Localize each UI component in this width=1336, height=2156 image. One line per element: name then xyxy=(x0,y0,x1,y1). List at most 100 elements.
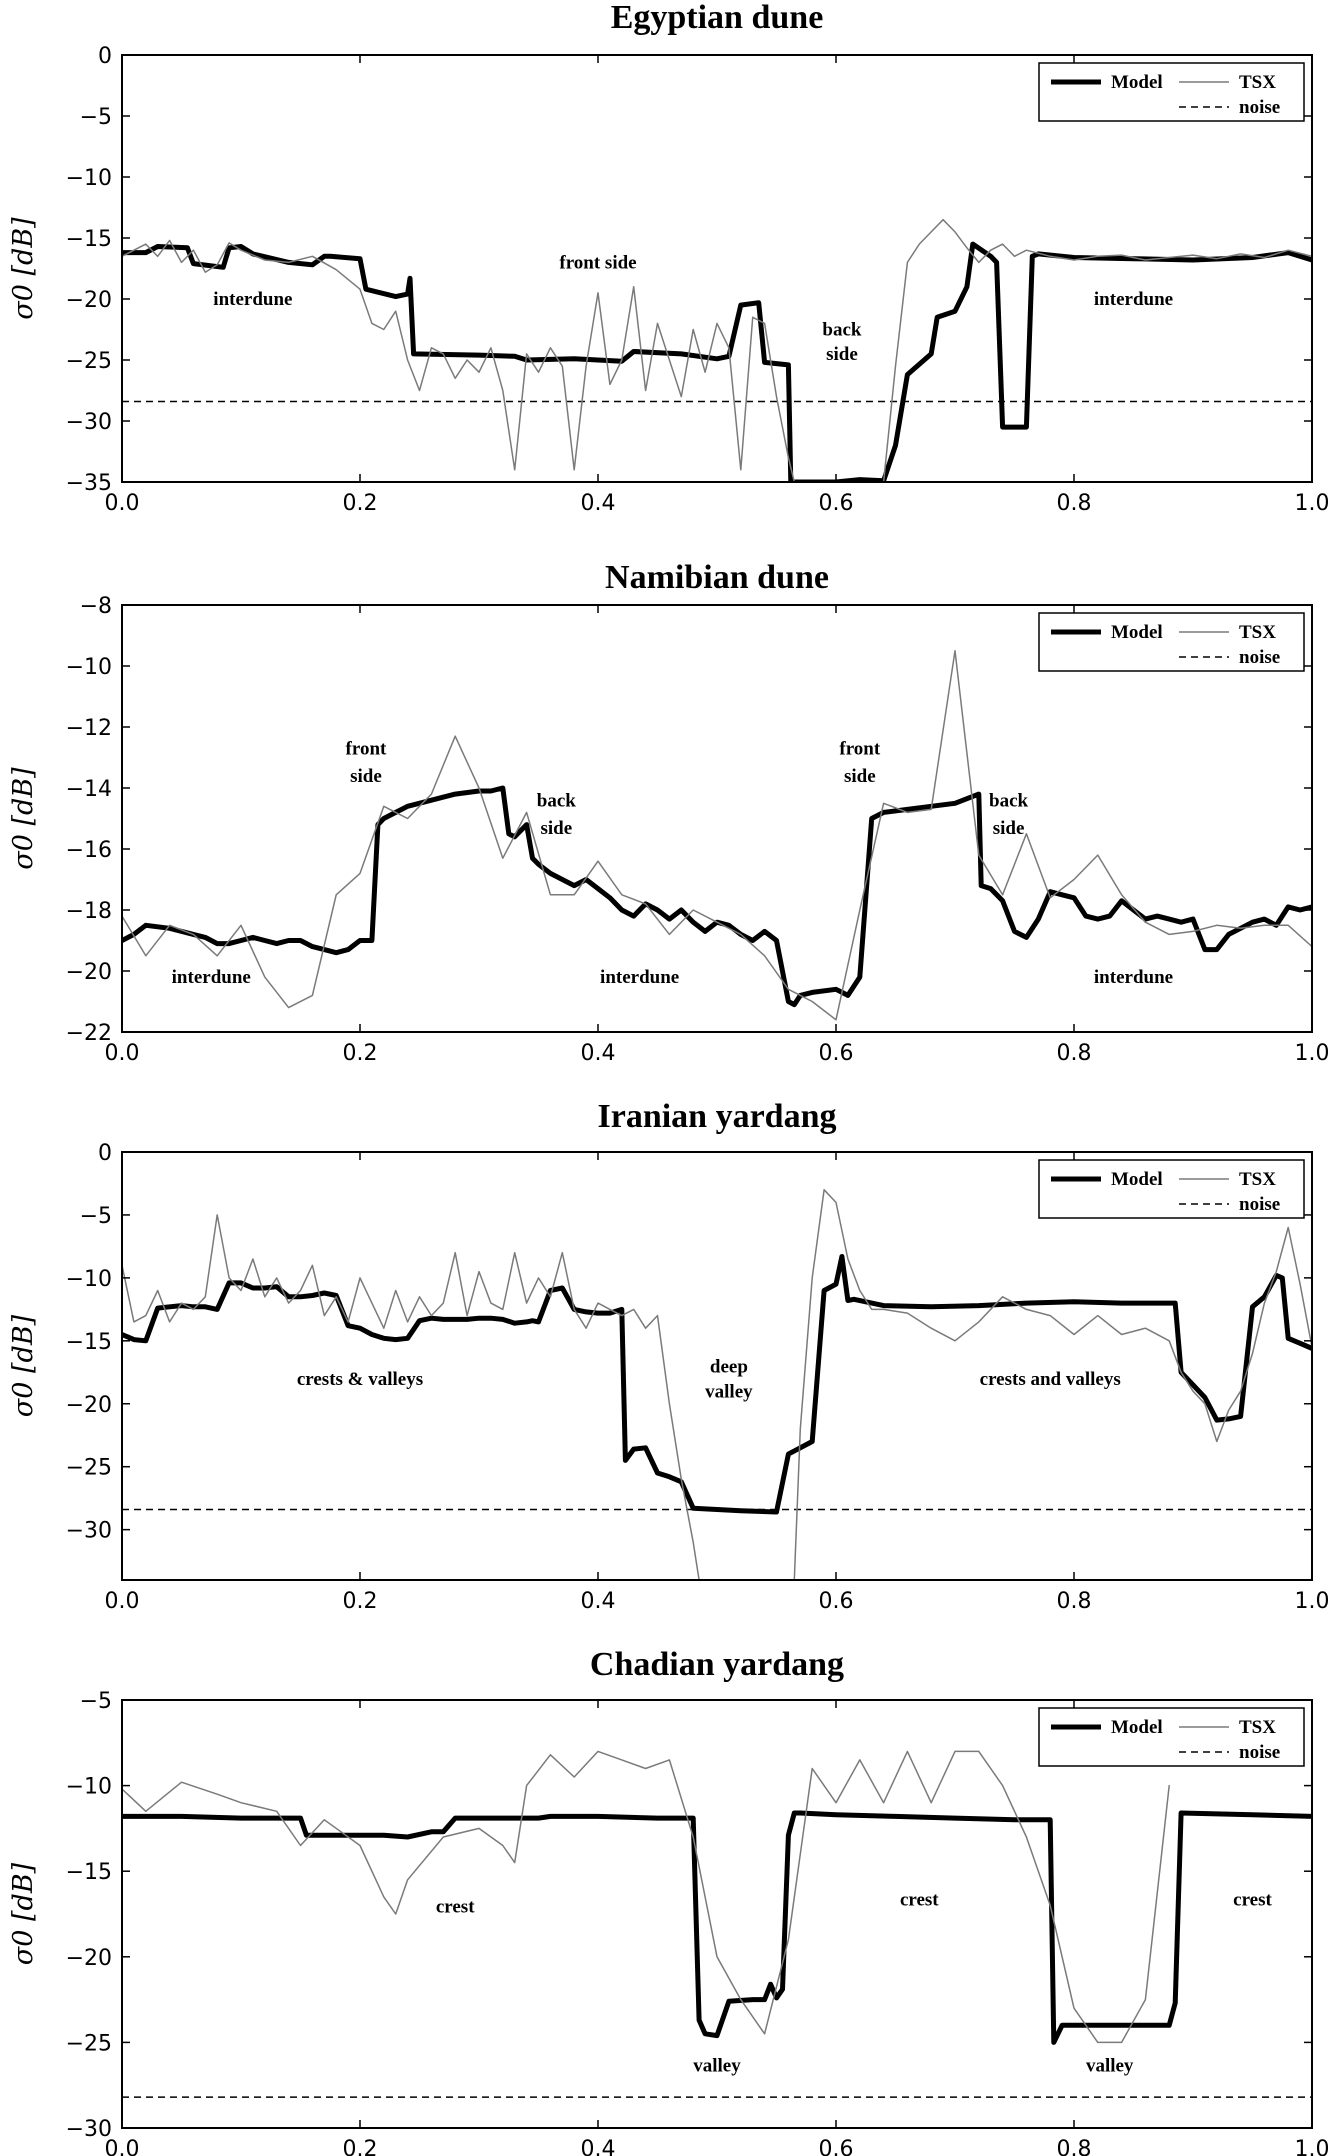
y-axis-label: σ0 [dB] xyxy=(8,217,39,320)
x-tick-label: 0.2 xyxy=(343,491,378,516)
legend-label-tsx: TSX xyxy=(1239,622,1276,643)
y-tick-label: −8 xyxy=(80,594,112,619)
y-tick-label: −22 xyxy=(66,1021,112,1046)
y-tick-label: −20 xyxy=(66,1393,112,1418)
y-tick-label: −5 xyxy=(80,105,112,130)
series-line-model xyxy=(122,241,1312,482)
y-tick-label: −16 xyxy=(66,838,112,863)
series-line-tsx xyxy=(122,218,1312,482)
series-line-tsx xyxy=(122,1750,1170,2044)
annotation-label: interdune xyxy=(600,967,679,988)
annotation-label: interdune xyxy=(1094,289,1173,310)
x-tick-label: 0.6 xyxy=(819,1041,854,1066)
x-tick-label: 1.0 xyxy=(1295,1589,1330,1614)
x-tick-label: 0.6 xyxy=(819,1589,854,1614)
legend-label-tsx: TSX xyxy=(1239,72,1276,93)
chart-title: Namibian dune xyxy=(605,559,829,596)
legend-label-model: Model xyxy=(1111,72,1163,93)
series-line-model xyxy=(122,1254,1312,1515)
chart-title: Chadian yardang xyxy=(590,1646,844,1683)
legend-label-model: Model xyxy=(1111,622,1163,643)
chart-panel-4: Chadian yardang σ0 [dB] crest crest crest val… xyxy=(8,1646,1330,2156)
legend-box xyxy=(1038,1707,1305,1767)
annotation-label: back xyxy=(537,790,577,811)
chart-panel-1: Egyptian dune σ0 [dB] interdune front side b… xyxy=(8,0,1330,516)
legend-label-tsx: TSX xyxy=(1239,1717,1276,1738)
plot-frame xyxy=(121,1699,1313,2129)
legend-label-model: Model xyxy=(1111,1169,1163,1190)
x-tick-label: 0.6 xyxy=(819,2137,854,2156)
annotation-label: side xyxy=(350,766,382,787)
y-tick-label: −10 xyxy=(66,1267,112,1292)
plot-frame xyxy=(121,1151,1313,1581)
x-tick-label: 0.4 xyxy=(581,1589,616,1614)
legend: Model TSX noise xyxy=(1038,1707,1305,1767)
series-line-model xyxy=(122,1810,1312,2045)
series-line-model xyxy=(122,785,1312,1008)
plot-frame xyxy=(121,54,1313,483)
x-tick-label: 1.0 xyxy=(1295,2137,1330,2156)
y-tick-label: −14 xyxy=(66,777,112,802)
annotation-label: crest xyxy=(900,1889,939,1910)
legend-box xyxy=(1038,62,1305,122)
y-tick-label: −25 xyxy=(66,349,112,374)
annotation-label: crests and valleys xyxy=(980,1369,1121,1390)
chart-panel-3: Iranian yardang σ0 [dB] crests & valleys de… xyxy=(8,1098,1330,1614)
annotation-label: side xyxy=(541,818,573,839)
x-tick-label: 0.4 xyxy=(581,2137,616,2156)
legend: Model TSX noise xyxy=(1038,62,1305,122)
x-tick-label: 1.0 xyxy=(1295,491,1330,516)
y-axis-label: σ0 [dB] xyxy=(8,767,39,870)
y-tick-label: −35 xyxy=(66,471,112,496)
legend: Model TSX noise xyxy=(1038,612,1305,672)
legend-label-model: Model xyxy=(1111,1717,1163,1738)
legend-label-noise: noise xyxy=(1239,97,1280,118)
y-tick-label: −15 xyxy=(66,1860,112,1885)
y-tick-label: −5 xyxy=(80,1689,112,1714)
y-tick-label: −25 xyxy=(66,1456,112,1481)
x-tick-label: 0.2 xyxy=(343,1041,378,1066)
chart-title: Egyptian dune xyxy=(611,0,824,36)
annotation-label: crest xyxy=(1233,1889,1272,1910)
annotation-label: back xyxy=(822,320,862,341)
x-tick-label: 1.0 xyxy=(1295,1041,1330,1066)
y-tick-label: −20 xyxy=(66,288,112,313)
y-tick-label: −12 xyxy=(66,716,112,741)
annotation-label: side xyxy=(844,766,876,787)
series-line-tsx xyxy=(122,650,1312,1021)
annotation-label: back xyxy=(989,790,1029,811)
x-tick-label: 0.8 xyxy=(1057,1041,1092,1066)
x-tick-label: 0.0 xyxy=(105,1041,140,1066)
y-tick-label: −25 xyxy=(66,2031,112,2056)
y-tick-label: −10 xyxy=(66,655,112,680)
annotation-label: side xyxy=(826,344,858,365)
chart-panel-2: Namibian dune σ0 [dB] front side back side fro… xyxy=(8,559,1330,1066)
annotation-label: deep xyxy=(710,1356,748,1377)
x-tick-label: 0.6 xyxy=(819,491,854,516)
y-tick-label: −30 xyxy=(66,410,112,435)
x-tick-label: 0.8 xyxy=(1057,2137,1092,2156)
x-tick-label: 0.4 xyxy=(581,1041,616,1066)
annotation-label: interdune xyxy=(1094,967,1173,988)
annotation-label: front xyxy=(839,738,880,759)
y-tick-label: −15 xyxy=(66,1330,112,1355)
y-tick-label: −18 xyxy=(66,899,112,924)
x-tick-label: 0.4 xyxy=(581,491,616,516)
annotation-label: front side xyxy=(559,253,636,274)
chart-title: Iranian yardang xyxy=(598,1098,837,1135)
x-tick-label: 0.2 xyxy=(343,1589,378,1614)
legend-box xyxy=(1038,1159,1305,1219)
legend-box xyxy=(1038,612,1305,672)
y-axis-label: σ0 [dB] xyxy=(8,1862,39,1965)
legend-label-noise: noise xyxy=(1239,647,1280,668)
y-tick-label: −5 xyxy=(80,1204,112,1229)
annotation-label: crests & valleys xyxy=(297,1369,423,1390)
x-tick-label: 0.8 xyxy=(1057,491,1092,516)
y-tick-label: 0 xyxy=(98,1141,112,1166)
plot-frame xyxy=(121,604,1313,1033)
annotation-label: side xyxy=(993,818,1025,839)
legend-label-noise: noise xyxy=(1239,1194,1280,1215)
x-tick-label: 0.0 xyxy=(105,491,140,516)
annotation-label: valley xyxy=(1086,2056,1134,2077)
